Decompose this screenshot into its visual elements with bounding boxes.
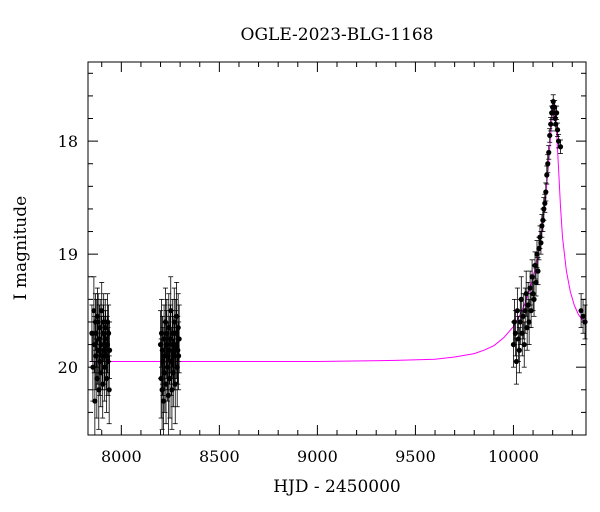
marker xyxy=(514,308,520,314)
marker xyxy=(523,291,529,297)
marker xyxy=(541,206,547,212)
marker xyxy=(175,353,182,359)
data-point xyxy=(521,321,527,368)
marker xyxy=(533,279,539,286)
data-point xyxy=(535,257,541,286)
marker xyxy=(531,296,537,302)
data-point xyxy=(531,282,537,317)
y-tick-label: 19 xyxy=(58,245,78,264)
x-tick-label: 9000 xyxy=(297,447,338,466)
marker xyxy=(521,341,527,348)
y-tick-label: 20 xyxy=(58,358,78,377)
y-axis-label: I magnitude xyxy=(11,196,31,300)
marker xyxy=(554,127,561,133)
x-tick-label: 10000 xyxy=(488,447,539,466)
marker xyxy=(582,319,588,325)
marker xyxy=(546,149,552,156)
marker xyxy=(520,313,526,319)
plot-frame xyxy=(87,61,587,436)
axis-ticks xyxy=(88,62,586,435)
data-point xyxy=(516,327,522,374)
marker xyxy=(580,313,586,319)
marker xyxy=(516,347,522,353)
data-point xyxy=(557,139,564,154)
marker xyxy=(544,172,550,178)
x-tick-label: 9500 xyxy=(395,447,436,466)
marker xyxy=(547,132,553,139)
marker xyxy=(550,98,556,105)
data-point xyxy=(553,105,560,121)
chart-title: OGLE-2023-BLG-1168 xyxy=(241,25,434,45)
marker xyxy=(532,262,538,269)
marker xyxy=(553,110,560,116)
data-point xyxy=(514,287,520,334)
data-point xyxy=(518,276,524,323)
data-point xyxy=(532,251,538,280)
marker xyxy=(527,285,533,291)
marker xyxy=(535,268,541,274)
data-point xyxy=(520,293,526,340)
marker xyxy=(526,319,532,325)
data-points xyxy=(89,94,588,436)
marker xyxy=(578,308,584,314)
marker xyxy=(543,189,549,195)
data-point xyxy=(106,321,113,379)
marker xyxy=(557,144,564,150)
x-tick-label: 8000 xyxy=(101,447,142,466)
data-point xyxy=(543,182,549,202)
marker xyxy=(106,387,112,393)
data-point xyxy=(533,268,539,297)
marker xyxy=(534,251,540,257)
y-tick-label: 18 xyxy=(58,132,78,151)
data-point xyxy=(176,304,182,374)
x-axis-label: HJD - 2450000 xyxy=(273,477,401,497)
marker xyxy=(98,341,104,348)
marker xyxy=(542,200,548,206)
data-point xyxy=(538,231,544,255)
marker xyxy=(552,115,558,122)
data-point xyxy=(544,165,550,185)
tick-labels: 8000 8500 9000 9500 10000 18 19 20 xyxy=(58,132,539,466)
marker xyxy=(548,121,554,127)
data-point xyxy=(546,145,552,160)
marker xyxy=(530,291,536,297)
marker xyxy=(518,296,524,302)
marker xyxy=(105,330,112,336)
marker xyxy=(106,347,113,353)
marker xyxy=(539,223,545,229)
marker xyxy=(538,240,544,246)
marker xyxy=(511,319,518,325)
x-tick-label: 8500 xyxy=(199,447,240,466)
marker xyxy=(92,398,98,404)
marker xyxy=(545,161,551,167)
data-point xyxy=(545,154,551,174)
marker xyxy=(176,336,182,342)
marker xyxy=(172,381,178,387)
data-point xyxy=(175,321,182,391)
